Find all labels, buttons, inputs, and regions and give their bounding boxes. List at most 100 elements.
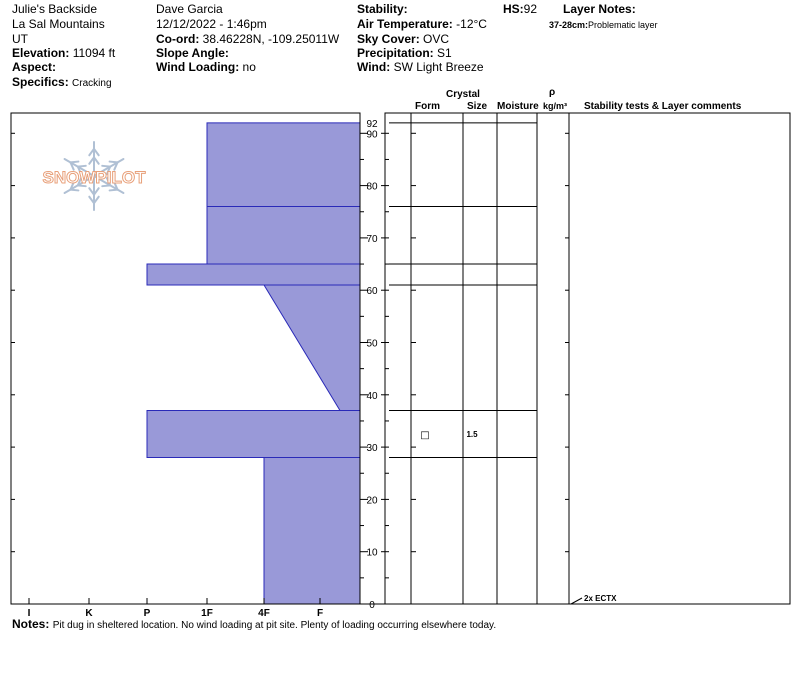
grain-size-value: 1.5 — [466, 430, 478, 439]
location-name: Julie's Backside — [12, 2, 97, 16]
layer-notes-label: Layer Notes: — [563, 2, 636, 16]
comments-header: Stability tests & Layer comments — [584, 101, 742, 112]
snowflake-branch — [105, 165, 112, 175]
snowflake-branch — [93, 195, 100, 205]
hardness-tick-label: K — [85, 608, 93, 619]
depth-tick-label: 70 — [366, 234, 378, 245]
snowflake-branch — [88, 195, 95, 205]
hardness-layer — [146, 263, 361, 286]
snowflake-branch — [69, 181, 75, 191]
hardness-layer — [263, 457, 361, 605]
coord-label: Co-ord: — [156, 32, 200, 46]
wind-loading: Wind Loading: no — [156, 60, 256, 74]
snowflake-branch — [88, 156, 95, 165]
air-temp-value: -12°C — [456, 17, 487, 31]
air-temperature: Air Temperature: -12°C — [357, 17, 487, 31]
specifics-value: Cracking — [72, 78, 112, 89]
snowflake-branch — [93, 156, 100, 165]
mountain-range: La Sal Mountains — [12, 17, 105, 31]
coord-value: 38.46228N, -109.25011W — [202, 32, 340, 46]
layer-note-range: 37-28cm: — [549, 20, 589, 30]
wind-loading-label: Wind Loading: — [156, 60, 240, 74]
layer-note-text: Problematic layer — [588, 20, 658, 30]
grain-form-symbol: □ — [420, 430, 429, 441]
hardness-tick-label: F — [317, 608, 323, 619]
snowflake-branch — [101, 164, 112, 168]
snowflake-branch — [69, 188, 80, 192]
rho-header: ρ — [549, 87, 556, 98]
depth-tick-label: 30 — [366, 443, 378, 454]
observer-name: Dave Garcia — [156, 2, 223, 16]
precip-value: S1 — [437, 46, 452, 60]
specifics: Specifics: Cracking — [12, 75, 112, 91]
snowflake-branch — [76, 184, 87, 188]
stability: Stability: — [357, 2, 408, 16]
aspect-label: Aspect: — [12, 60, 57, 74]
snowflake-branch — [69, 161, 75, 171]
stability-test-pointer — [570, 597, 583, 605]
hardness-tick-label: 1F — [201, 608, 213, 619]
aspect: Aspect: — [12, 60, 56, 74]
sky-cover: Sky Cover: OVC — [357, 32, 449, 46]
elevation-label: Elevation: — [12, 46, 70, 60]
hardness-tick-label: I — [28, 608, 31, 619]
snowflake-branch — [108, 160, 119, 164]
snowpilot-logo: SNOWPILOT — [32, 138, 157, 216]
moisture-header: Moisture — [497, 101, 539, 112]
wind-label: Wind: — [357, 60, 391, 74]
density-unit-header: kg/m³ — [543, 101, 568, 111]
precipitation: Precipitation: S1 — [357, 46, 452, 60]
sky-label: Sky Cover: — [357, 32, 420, 46]
notes-text: Pit dug in sheltered location. No wind l… — [52, 620, 497, 631]
crystal-records: □ 1.5 2x ECTX — [420, 430, 617, 605]
hardness-layer — [263, 284, 361, 411]
depth-tick-label: 10 — [366, 548, 378, 559]
hardness-layer — [146, 409, 361, 459]
snowflake-branch — [105, 177, 112, 187]
depth-tick-label: 80 — [366, 182, 378, 193]
air-temp-label: Air Temperature: — [357, 17, 453, 31]
snowflake-branch — [93, 187, 100, 196]
size-header: Size — [467, 101, 488, 112]
hs-label: HS: — [503, 2, 524, 16]
wind-loading-value: no — [242, 60, 256, 74]
snowflake-icon: SNOWPILOT — [42, 141, 147, 211]
chart-frame — [10, 112, 791, 605]
coordinates: Co-ord: 38.46228N, -109.25011W — [156, 32, 339, 46]
snow-height: HS:92 — [503, 2, 537, 16]
hardness-tick-label: P — [144, 608, 151, 619]
depth-tick-label: 90 — [366, 129, 378, 140]
snowflake-branch — [76, 177, 83, 187]
depth-tick-label: 20 — [366, 495, 378, 506]
hardness-layer — [206, 206, 361, 265]
stability-test-result: 2x ECTX — [584, 594, 617, 603]
stability-label: Stability: — [357, 2, 408, 16]
layer-note: 37-28cm:Problematic layer — [549, 18, 658, 32]
wind: Wind: SW Light Breeze — [357, 60, 484, 74]
crystal-header: Crystal — [446, 89, 480, 100]
specifics-label: Specifics: — [12, 75, 69, 89]
depth-tick-label: 60 — [366, 286, 378, 297]
snowflake-branch — [113, 161, 119, 171]
slope-angle: Slope Angle: — [156, 46, 229, 60]
depth-tick-label: 40 — [366, 391, 378, 402]
form-header: Form — [415, 101, 440, 112]
sky-value: OVC — [423, 32, 450, 46]
slope-label: Slope Angle: — [156, 46, 229, 60]
hs-value: 92 — [523, 2, 538, 16]
hardness-profile — [146, 122, 361, 605]
precip-label: Precipitation: — [357, 46, 434, 60]
layer-table-border — [384, 112, 791, 605]
hs-tick-label: 92 — [366, 119, 378, 130]
observation-datetime: 12/12/2022 - 1:46pm — [156, 17, 267, 31]
snowflake-branch — [113, 181, 119, 191]
notes-label: Notes: — [12, 617, 50, 631]
wind-value: SW Light Breeze — [393, 60, 484, 74]
snowflake-branch — [101, 184, 112, 188]
snowflake-branch — [93, 147, 100, 157]
snowflake-branch — [76, 164, 87, 168]
logo-text: SNOWPILOT — [43, 168, 147, 187]
snowflake-branch — [76, 165, 83, 175]
